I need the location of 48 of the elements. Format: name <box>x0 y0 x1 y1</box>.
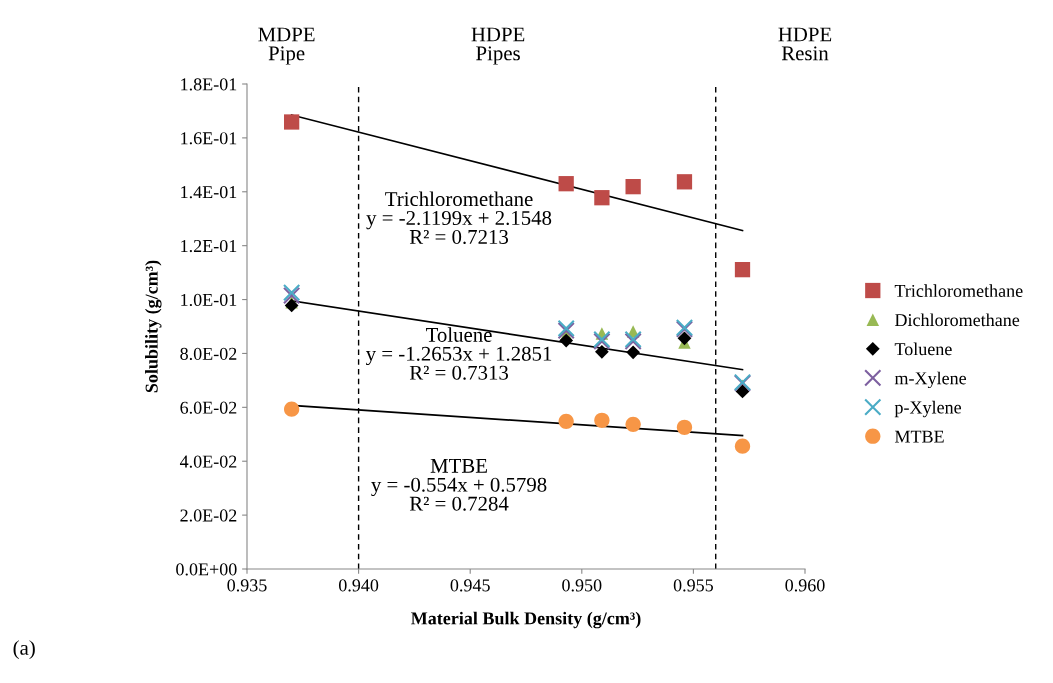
legend-label: MTBE <box>894 430 944 443</box>
x-tick-label: 0.940 <box>338 579 379 592</box>
legend-label: m-Xylene <box>894 371 967 389</box>
point <box>559 333 574 348</box>
point <box>734 438 751 454</box>
point <box>594 412 610 428</box>
point <box>626 345 641 360</box>
point <box>677 331 692 346</box>
x-tick-label: 0.955 <box>673 579 714 592</box>
text: HDPE Pipes <box>471 27 525 65</box>
point <box>625 416 641 432</box>
x-tick-label: 0.960 <box>785 579 825 592</box>
legend-label: Toluene <box>894 342 952 356</box>
legend-label: Dichloromethane <box>894 313 1020 327</box>
point <box>284 298 299 313</box>
x-axis-title: Material Bulk Density (g/cm³) <box>411 611 641 629</box>
point <box>676 419 693 435</box>
y-tick-label: 1.8E-01 <box>181 78 237 91</box>
y-tick-label: 1.2E-01 <box>181 239 237 253</box>
point <box>676 174 693 190</box>
point <box>284 401 300 417</box>
y-tick-label: 1.4E-01 <box>181 186 237 199</box>
y-tick-label: 2.0E-02 <box>180 509 237 522</box>
point <box>558 413 574 429</box>
point <box>734 262 751 278</box>
annotation: Trichloromethane y = -2.1199x + 2.1548 R² = 0.7213 <box>366 191 552 245</box>
point <box>595 344 609 359</box>
point <box>625 179 641 195</box>
legend-label: Trichloromethane <box>894 284 1023 298</box>
point <box>284 114 300 130</box>
x-tick-label: 0.945 <box>450 579 490 592</box>
y-axis-title: Solubility (g/cm³) <box>145 260 162 393</box>
y-tick-label: 1.0E-01 <box>181 293 237 307</box>
point <box>594 190 610 206</box>
y-tick-label: 4.0E-02 <box>179 455 237 468</box>
y-tick-label: 1.6E-01 <box>181 132 237 145</box>
annotation: MTBE y = -0.554x + 0.5798 R² = 0.7284 <box>371 458 547 511</box>
y-tick-label: 8.0E-02 <box>180 347 237 360</box>
text: HDPE Resin <box>778 27 832 61</box>
x-tick-label: 0.950 <box>562 579 602 592</box>
text: (a) <box>13 640 35 660</box>
y-tick-label: 6.0E-02 <box>180 401 237 414</box>
legend-label: p-Xylene <box>894 400 962 418</box>
point <box>558 176 574 192</box>
x-tick-label: 0.935 <box>227 579 267 592</box>
text: MDPE Pipe <box>258 27 315 65</box>
annotation: Toluene y = -1.2653x + 1.2851 R² = 0.7313 <box>365 327 552 380</box>
y-tick-label: 0.0E+00 <box>176 563 237 576</box>
